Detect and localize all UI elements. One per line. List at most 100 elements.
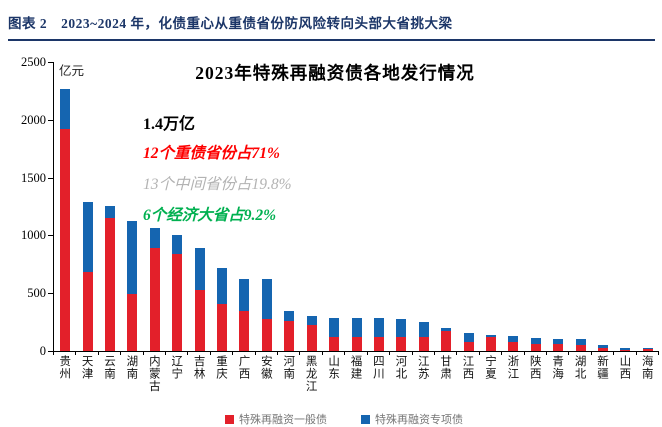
bar-segment-special bbox=[508, 335, 519, 342]
bar-segment-general bbox=[82, 272, 93, 351]
bar-四川 bbox=[373, 318, 384, 351]
annotation-total: 1.4万亿 bbox=[143, 116, 196, 133]
annotation-big-economic-provinces: 6个经济大省占9.2% bbox=[143, 207, 277, 224]
bar-陕西 bbox=[530, 337, 541, 351]
x-tick-mark bbox=[75, 351, 77, 355]
legend-item-general-bond: 特殊再融资一般债 bbox=[225, 411, 327, 427]
bar-segment-special bbox=[373, 318, 384, 338]
bar-segment-general bbox=[105, 218, 116, 351]
annotation-heavy-debt-provinces: 12个重债省份占71% bbox=[143, 145, 280, 162]
bar-segment-special bbox=[396, 318, 407, 338]
y-tick-label: 1500 bbox=[21, 170, 46, 185]
x-tick-mark bbox=[501, 351, 503, 355]
x-axis-label-宁夏: 宁夏 bbox=[483, 355, 496, 380]
x-axis-label-内蒙古: 内蒙古 bbox=[147, 355, 160, 393]
bar-segment-special bbox=[217, 267, 228, 304]
bar-segment-general bbox=[127, 293, 138, 351]
x-tick-mark bbox=[613, 351, 615, 355]
bar-segment-general bbox=[620, 349, 631, 351]
x-tick-mark bbox=[165, 351, 167, 355]
x-axis-labels: 贵州 天津 云南 湖南 内蒙古 辽宁 吉林 重庆 广西 安徽 河南 黑龙江 山东 福建 四川 河北 江苏 甘肃 江西… bbox=[53, 355, 658, 403]
x-tick-mark bbox=[232, 351, 234, 355]
bar-江苏 bbox=[418, 322, 429, 351]
bar-segment-special bbox=[351, 317, 362, 337]
y-tick-mark bbox=[48, 351, 53, 352]
bar-segment-general bbox=[463, 341, 474, 351]
bar-云南 bbox=[105, 205, 116, 351]
bar-山东 bbox=[329, 317, 340, 351]
bar-segment-general bbox=[441, 330, 452, 351]
bar-segment-special bbox=[239, 278, 250, 312]
bar-segment-special bbox=[261, 278, 272, 319]
bar-segment-general bbox=[642, 349, 653, 351]
bar-segment-general bbox=[418, 336, 429, 351]
bar-吉林 bbox=[194, 247, 205, 351]
x-tick-mark bbox=[545, 351, 547, 355]
x-axis-label-山东: 山东 bbox=[327, 355, 340, 380]
y-tick-label: 2500 bbox=[21, 55, 46, 69]
x-axis-label-四川: 四川 bbox=[371, 355, 384, 380]
bar-山西 bbox=[620, 348, 631, 351]
x-axis-label-海南: 海南 bbox=[640, 355, 653, 380]
bar-segment-special bbox=[172, 234, 183, 255]
bar-天津 bbox=[82, 202, 93, 351]
bar-segment-special bbox=[530, 337, 541, 344]
bar-新疆 bbox=[597, 344, 608, 351]
bar-segment-general bbox=[194, 289, 205, 351]
bar-segment-general bbox=[284, 320, 295, 351]
x-tick-mark bbox=[53, 351, 54, 355]
annotation-middle-provinces: 13个中间省份占19.8% bbox=[143, 176, 292, 193]
bar-segment-special bbox=[553, 338, 564, 344]
bar-segment-special bbox=[149, 227, 160, 248]
legend-swatch-red bbox=[225, 414, 234, 424]
y-tick-label: 500 bbox=[27, 286, 46, 301]
bar-segment-general bbox=[149, 247, 160, 351]
figure-header-title: 图表 2 2023~2024 年，化债重心从重债省份防风险转向头部大省挑大梁 bbox=[8, 16, 453, 31]
x-axis-label-辽宁: 辽宁 bbox=[170, 355, 183, 380]
x-axis-label-江苏: 江苏 bbox=[416, 355, 429, 380]
legend-item-special-bond: 特殊再融资专项债 bbox=[361, 411, 463, 427]
x-axis-label-青海: 青海 bbox=[551, 355, 564, 380]
x-axis-label-吉林: 吉林 bbox=[192, 355, 205, 380]
x-axis-label-江西: 江西 bbox=[461, 355, 474, 380]
x-axis-label-新疆: 新疆 bbox=[595, 355, 608, 380]
bar-湖北 bbox=[575, 338, 586, 351]
bar-segment-general bbox=[329, 336, 340, 351]
bar-黑龙江 bbox=[306, 315, 317, 351]
bar-segment-special bbox=[194, 247, 205, 290]
x-tick-mark bbox=[344, 351, 346, 355]
bar-安徽 bbox=[261, 278, 272, 351]
legend-label: 特殊再融资专项债 bbox=[375, 414, 463, 426]
x-tick-mark bbox=[478, 351, 480, 355]
y-tick-label: 0 bbox=[39, 344, 46, 358]
x-axis-label-天津: 天津 bbox=[80, 355, 93, 380]
x-tick-mark bbox=[658, 351, 659, 355]
x-axis-label-福建: 福建 bbox=[349, 355, 362, 380]
bar-海南 bbox=[642, 348, 653, 351]
bar-segment-special bbox=[284, 310, 295, 321]
bar-segment-general bbox=[261, 318, 272, 351]
x-tick-mark bbox=[142, 351, 144, 355]
chart-title: 2023年特殊再融资债各地发行情况 bbox=[195, 63, 475, 83]
bar-segment-special bbox=[575, 338, 586, 345]
x-axis-label-广西: 广西 bbox=[237, 355, 250, 380]
x-axis-label-浙江: 浙江 bbox=[506, 355, 519, 380]
bar-segment-general bbox=[597, 348, 608, 351]
bar-segment-general bbox=[172, 254, 183, 351]
y-tick-label: 2000 bbox=[21, 112, 46, 127]
bar-宁夏 bbox=[485, 335, 496, 351]
bar-segment-general bbox=[351, 336, 362, 351]
bar-福建 bbox=[351, 317, 362, 351]
bar-segment-special bbox=[620, 348, 631, 350]
x-axis-label-甘肃: 甘肃 bbox=[439, 355, 452, 380]
bar-青海 bbox=[553, 338, 564, 351]
x-tick-mark bbox=[209, 351, 211, 355]
bar-segment-general bbox=[553, 343, 564, 351]
bar-segment-special bbox=[463, 333, 474, 342]
x-tick-mark bbox=[389, 351, 391, 355]
chart-legend: 特殊再融资一般债 特殊再融资专项债 bbox=[0, 411, 662, 427]
bar-江西 bbox=[463, 333, 474, 351]
y-tick-mark bbox=[48, 119, 53, 121]
bar-segment-special bbox=[418, 322, 429, 337]
